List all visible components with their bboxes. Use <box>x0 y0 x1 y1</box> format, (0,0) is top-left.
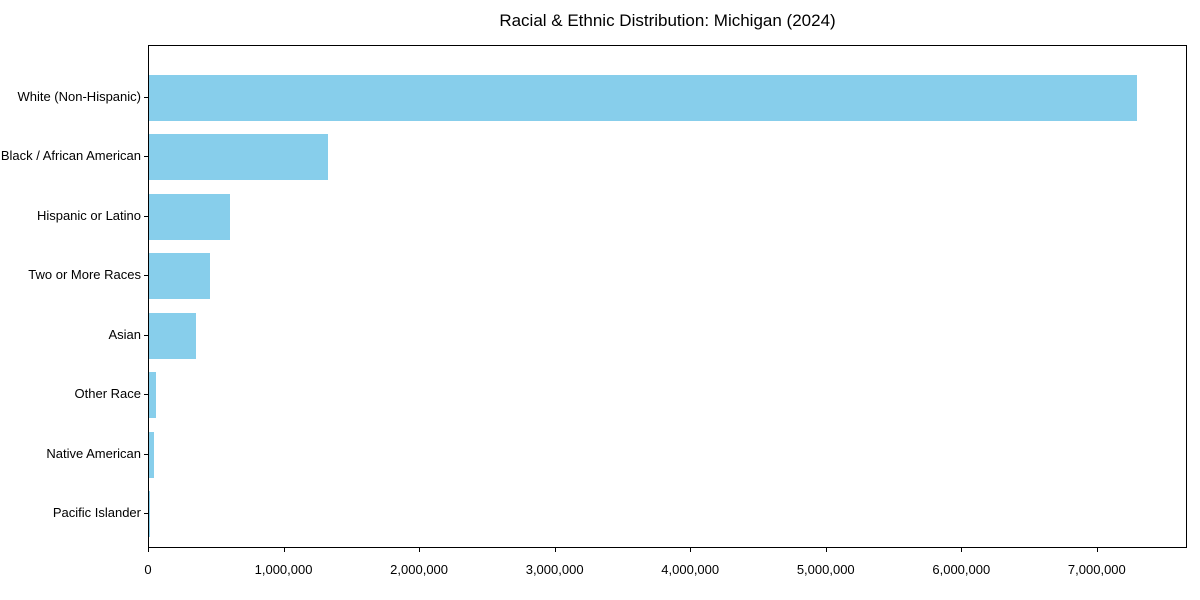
y-tick-label: Native American <box>46 445 141 461</box>
bar <box>149 193 231 240</box>
x-tick-mark <box>283 548 285 552</box>
x-tick-mark <box>148 548 149 552</box>
x-tick-mark <box>419 548 421 552</box>
x-tick-mark <box>1096 548 1098 552</box>
x-tick-label: 0 <box>144 562 152 577</box>
chart-title: Racial & Ethnic Distribution: Michigan (… <box>499 11 836 30</box>
bar <box>149 431 155 478</box>
x-tick-label: 4,000,000 <box>661 562 720 577</box>
y-tick-mark <box>144 275 148 277</box>
y-tick-mark <box>144 513 148 514</box>
y-tick-mark <box>144 453 148 455</box>
bar <box>149 372 157 419</box>
y-tick-label: Two or More Races <box>28 267 141 283</box>
y-tick-label: Asian <box>108 326 141 342</box>
bar <box>149 75 1137 121</box>
y-tick-label: Pacific Islander <box>52 505 141 520</box>
y-tick-mark <box>144 156 148 158</box>
x-tick-label: 3,000,000 <box>525 562 584 577</box>
y-tick-mark <box>144 215 148 217</box>
plot-area <box>148 45 1187 548</box>
y-tick-label: White (Non-Hispanic) <box>17 89 141 104</box>
x-tick-label: 7,000,000 <box>1067 562 1126 577</box>
y-tick-label: Hispanic or Latino <box>36 207 141 223</box>
x-tick-mark <box>825 548 827 552</box>
bar <box>149 134 328 181</box>
y-tick-mark <box>144 97 148 98</box>
y-tick-mark <box>144 334 148 336</box>
x-tick-mark <box>554 548 556 552</box>
x-tick-label: 6,000,000 <box>932 562 991 577</box>
bar <box>149 253 210 300</box>
y-tick-label: Other Race <box>74 386 141 402</box>
x-tick-mark <box>690 548 692 552</box>
x-tick-label: 5,000,000 <box>796 562 855 577</box>
x-tick-label: 1,000,000 <box>254 562 313 577</box>
x-tick-mark <box>961 548 963 552</box>
y-tick-label: Black / African American <box>0 148 141 164</box>
x-tick-label: 2,000,000 <box>390 562 449 577</box>
y-tick-mark <box>144 394 148 396</box>
bar <box>149 312 197 359</box>
